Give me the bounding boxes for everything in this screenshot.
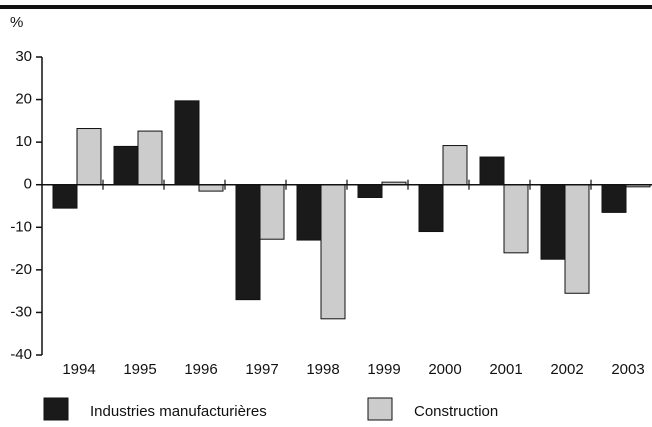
x-tick-label: 2003 (611, 361, 644, 378)
bar (76, 128, 102, 186)
x-tick-label: 1995 (123, 361, 156, 378)
bar (296, 184, 322, 241)
bar (479, 156, 505, 186)
legend-swatch (367, 397, 393, 421)
y-tick-label: -30 (10, 303, 32, 320)
bar (601, 184, 627, 213)
bar (320, 184, 346, 320)
bar (442, 145, 468, 186)
x-tick-label: 1999 (367, 361, 400, 378)
x-tick-label: 2002 (550, 361, 583, 378)
bar (235, 184, 261, 301)
bar (540, 184, 566, 260)
bar (503, 184, 529, 254)
legend-label: Construction (414, 403, 498, 420)
x-tick-label: 1997 (245, 361, 278, 378)
x-tick-label: 2001 (489, 361, 522, 378)
legend-label: Industries manufacturières (90, 403, 267, 420)
bar (174, 100, 200, 186)
bar (357, 184, 383, 198)
bar (52, 184, 78, 209)
bar (198, 184, 224, 192)
y-axis-label: % (10, 14, 23, 31)
bar (564, 184, 590, 294)
bar (137, 130, 163, 186)
y-tick-label: 30 (15, 48, 32, 65)
y-tick-label: 10 (15, 133, 32, 150)
x-tick-label: 2000 (428, 361, 461, 378)
y-tick-label: -40 (10, 346, 32, 363)
x-tick-label: 1996 (184, 361, 217, 378)
bar (418, 184, 444, 233)
bar (113, 145, 139, 186)
y-tick-label: -10 (10, 218, 32, 235)
x-tick-label: 1994 (62, 361, 95, 378)
y-tick-label: -20 (10, 261, 32, 278)
y-tick-label: 20 (15, 91, 32, 108)
y-tick-label: 0 (24, 176, 32, 193)
x-tick-label: 1998 (306, 361, 339, 378)
legend-swatch (43, 397, 69, 421)
bar (259, 184, 285, 240)
